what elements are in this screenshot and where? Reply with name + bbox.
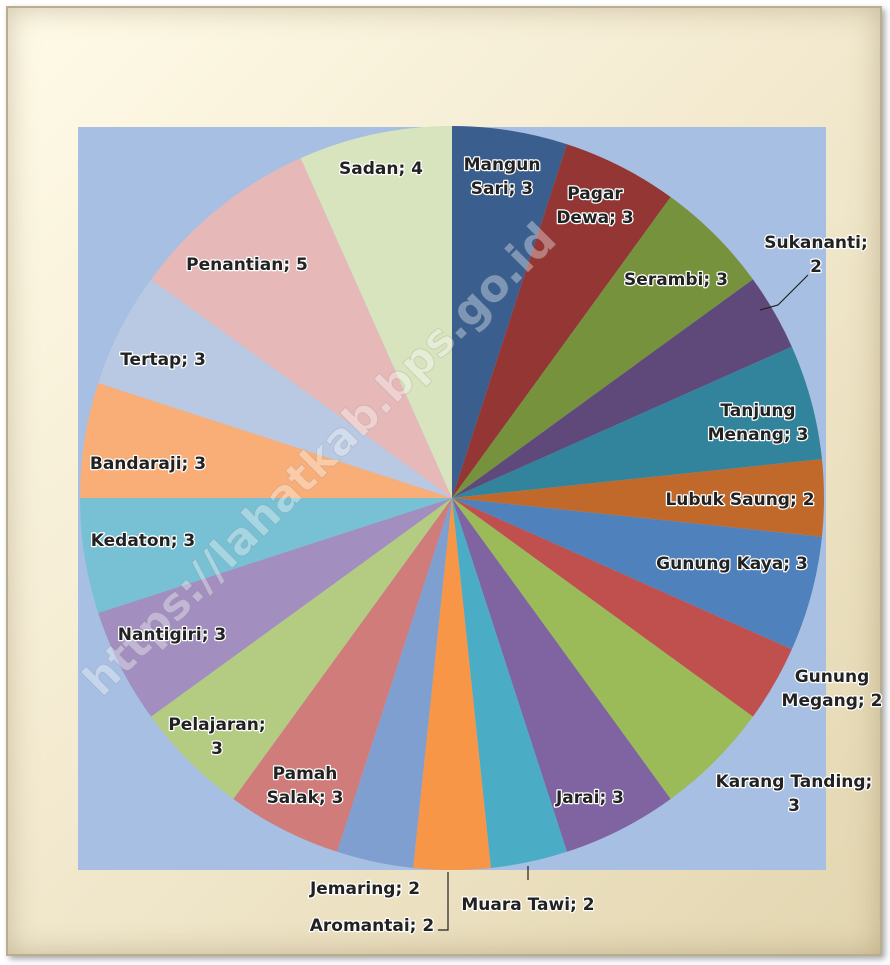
label-line: Sukananti; (764, 233, 868, 253)
data-label: Jarai; 3 (555, 788, 624, 808)
label-line: Serambi; 3 (624, 270, 728, 290)
label-line: Pagar (567, 184, 623, 204)
pie-slice (452, 498, 567, 868)
label-line: Megang; 2 (782, 691, 883, 711)
data-label: Lubuk Saung; 2 (665, 490, 814, 510)
label-line: Salak; 3 (267, 788, 344, 808)
label-line: 3 (788, 796, 800, 816)
data-label: Gunung Megang; 2 (782, 667, 883, 711)
leader-line (759, 274, 809, 311)
label-line: Dewa; 3 (556, 208, 633, 228)
label-line: Lubuk Saung; 2 (665, 490, 814, 510)
data-label: Sadan; 4 (339, 159, 423, 179)
label-line: Sari; 3 (471, 179, 533, 199)
data-label: Serambi; 3 (624, 270, 728, 290)
label-line: Gunung (795, 667, 870, 687)
label-line: Pelajaran; (168, 715, 265, 735)
label-line: Penantian; 5 (186, 255, 308, 275)
pie-slice (413, 498, 491, 871)
label-line: Aromantai; 2 (310, 916, 434, 936)
leader-line (438, 872, 449, 931)
label-line: Gunung Kaya; 3 (656, 554, 808, 574)
data-label: Penantian; 5 (186, 255, 308, 275)
data-label: Karang Tanding; 3 (716, 772, 873, 816)
pie-slice (452, 197, 753, 498)
label-line: Karang Tanding; (716, 772, 873, 792)
data-label: Aromantai; 2 (310, 916, 434, 936)
label-line: Sadan; 4 (339, 159, 423, 179)
pie-slice (151, 158, 452, 499)
label-line: Tanjung (720, 401, 795, 421)
label-line: Mangun (464, 155, 541, 175)
label-line: 2 (810, 257, 822, 277)
data-label: Bandaraji; 3 (90, 454, 206, 474)
data-label: Sukananti; 2 (764, 233, 868, 277)
pie-slice (452, 346, 822, 498)
pie-slice (98, 279, 453, 498)
data-label: Tertap; 3 (120, 350, 206, 370)
data-label: Pelajaran; 3 (168, 715, 265, 759)
data-label: Tanjung Menang; 3 (708, 401, 809, 445)
pie-slice (452, 126, 567, 498)
pie-slice (98, 498, 453, 717)
pie-slice (452, 498, 792, 717)
data-label: Pagar Dewa; 3 (556, 184, 633, 228)
pie-slice (452, 279, 792, 498)
label-line: Pamah (273, 764, 338, 784)
pie-slice (452, 498, 671, 852)
label-line: Jarai; 3 (555, 788, 624, 808)
data-label: Nantigiri; 3 (118, 625, 227, 645)
label-line: Menang; 3 (708, 425, 809, 445)
label-line: Kedaton; 3 (91, 531, 196, 551)
pie-slice (80, 498, 452, 613)
data-label: Gunung Kaya; 3 (656, 554, 808, 574)
label-line: Bandaraji; 3 (90, 454, 206, 474)
pie-slice (452, 498, 753, 799)
pie-slice (80, 383, 452, 498)
label-line: Jemaring; 2 (309, 879, 420, 899)
pie-slice (233, 498, 452, 852)
data-label: Jemaring; 2 (309, 879, 420, 899)
pie-slice (337, 498, 452, 868)
data-label: Pamah Salak; 3 (267, 764, 344, 808)
pie-slice (452, 459, 825, 537)
pie-slice (300, 126, 452, 498)
data-label: Kedaton; 3 (91, 531, 196, 551)
data-label: Mangun Sari; 3 (464, 155, 541, 199)
label-line: 3 (211, 739, 223, 759)
pie-slice (151, 498, 452, 799)
label-line: Muara Tawi; 2 (461, 895, 594, 915)
pie-slice (452, 498, 822, 650)
data-label: Muara Tawi; 2 (461, 895, 594, 915)
label-line: Nantigiri; 3 (118, 625, 227, 645)
pie-slice (452, 144, 671, 498)
label-line: Tertap; 3 (120, 350, 206, 370)
